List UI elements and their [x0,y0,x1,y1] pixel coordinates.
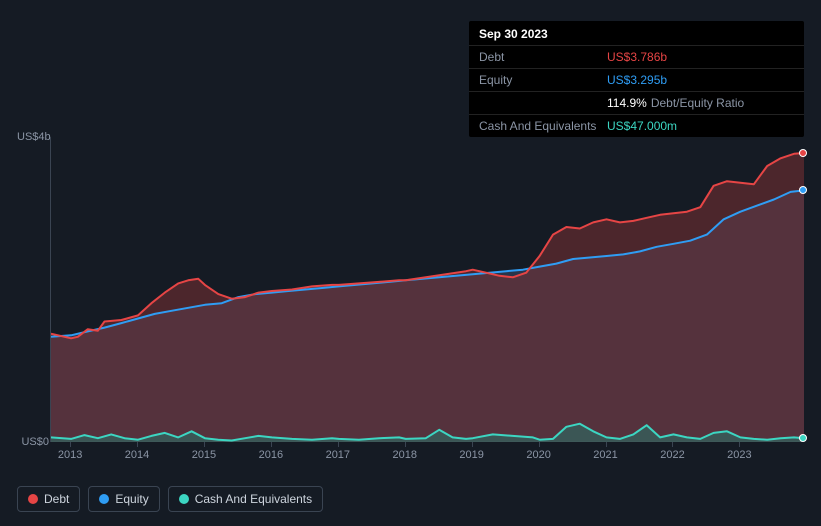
x-axis-label: 2015 [192,449,216,461]
legend-item-debt[interactable]: Debt [17,486,80,512]
debt-end-marker [799,149,807,157]
x-axis-label: 2022 [660,449,684,461]
tooltip-row-subtext: Debt/Equity Ratio [651,96,744,110]
tooltip-row-value: 114.9% [607,96,647,110]
tooltip-date: Sep 30 2023 [469,21,804,45]
legend-label: Debt [44,492,69,506]
tooltip-row: 114.9% Debt/Equity Ratio [469,91,804,114]
legend-swatch [179,494,189,504]
y-axis-label: US$0 [17,436,49,448]
chart-plot[interactable] [50,137,803,442]
tooltip-row-label: Debt [479,50,607,64]
tooltip-card: Sep 30 2023 DebtUS$3.786bEquityUS$3.295b… [469,21,804,137]
tooltip-row-value: US$3.786b [607,50,667,64]
x-axis: 2013 2014 2015 2016 2017 2018 2019 2020 2021 2022… [50,447,803,465]
x-axis-label: 2016 [259,449,283,461]
legend-item-equity[interactable]: Equity [88,486,159,512]
legend-label: Cash And Equivalents [195,492,312,506]
legend-swatch [28,494,38,504]
x-axis-label: 2018 [392,449,416,461]
chart-area: US$4bUS$0 201320142015201620172018201920… [17,125,807,470]
x-axis-label: 2020 [526,449,550,461]
tooltip-row: EquityUS$3.295b [469,68,804,91]
debt-area [51,153,804,442]
x-axis-label: 2021 [593,449,617,461]
x-axis-label: 2017 [326,449,350,461]
cash-end-marker [799,434,807,442]
legend: Debt Equity Cash And Equivalents [17,486,323,512]
legend-swatch [99,494,109,504]
tooltip-row-label: Equity [479,73,607,87]
x-axis-label: 2023 [727,449,751,461]
x-axis-label: 2013 [58,449,82,461]
tooltip-row: DebtUS$3.786b [469,45,804,68]
y-axis-label: US$4b [17,131,49,143]
equity-end-marker [799,186,807,194]
x-axis-label: 2019 [459,449,483,461]
legend-item-cash-and-equivalents[interactable]: Cash And Equivalents [168,486,323,512]
legend-label: Equity [115,492,148,506]
tooltip-row-value: US$3.295b [607,73,667,87]
x-axis-label: 2014 [125,449,149,461]
